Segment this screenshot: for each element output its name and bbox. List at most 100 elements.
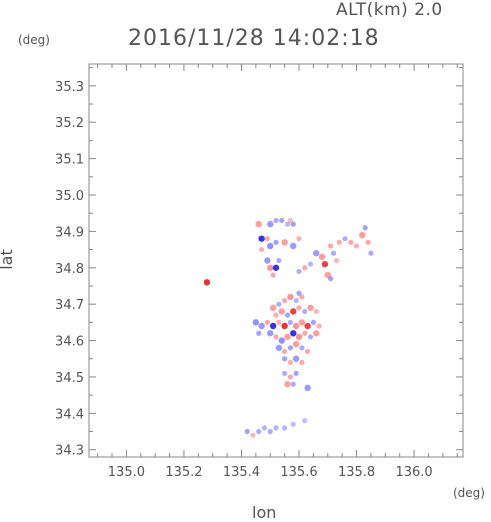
data-point — [316, 323, 322, 329]
plot-frame — [88, 63, 464, 458]
data-point — [287, 374, 293, 380]
data-point — [290, 421, 296, 427]
data-point — [287, 345, 293, 351]
data-point — [296, 305, 302, 311]
data-point — [299, 359, 305, 365]
data-point — [302, 308, 308, 315]
data-point — [276, 301, 282, 307]
data-point — [267, 220, 274, 228]
data-point — [267, 330, 274, 337]
data-point — [302, 418, 308, 424]
data-point — [276, 257, 282, 264]
data-point — [359, 231, 366, 239]
data-point — [269, 304, 277, 312]
data-point — [290, 381, 296, 387]
y-tick-label: 35.0 — [55, 189, 84, 204]
data-point — [281, 322, 288, 330]
data-point — [287, 217, 293, 224]
data-point — [203, 279, 211, 286]
data-point — [256, 330, 262, 336]
data-point — [282, 297, 288, 304]
data-point — [276, 319, 282, 325]
data-point — [328, 243, 334, 249]
y-tick-label: 34.7 — [55, 298, 84, 313]
data-point — [252, 319, 260, 326]
data-point — [275, 344, 283, 352]
x-tick-label: 135.0 — [108, 465, 145, 480]
data-point — [299, 294, 305, 300]
data-point — [270, 272, 276, 278]
y-tick-label: 34.5 — [55, 371, 84, 386]
y-axis-unit: (deg) — [18, 33, 50, 47]
data-point — [368, 250, 374, 256]
data-point — [304, 384, 311, 392]
data-point — [282, 356, 288, 362]
y-tick-label: 35.3 — [55, 80, 84, 95]
data-point — [292, 340, 300, 348]
data-point — [296, 290, 302, 296]
data-point — [290, 330, 297, 337]
data-point — [244, 428, 250, 435]
data-point — [279, 217, 285, 224]
data-point — [290, 242, 297, 250]
data-point — [307, 304, 314, 312]
axis-tick-labels: 135.0 135.2 135.4 135.6 135.8 136.0 34.3 34.4 34… — [55, 80, 433, 480]
data-point — [296, 268, 302, 275]
data-point — [292, 322, 300, 330]
data-point — [290, 221, 296, 227]
data-point — [273, 217, 279, 224]
data-point — [313, 250, 320, 257]
data-point — [282, 370, 288, 376]
data-point — [255, 220, 262, 228]
data-point — [256, 428, 262, 435]
data-point — [273, 312, 279, 318]
y-tick-label: 34.3 — [55, 444, 84, 459]
data-point — [261, 425, 268, 431]
data-point — [284, 221, 291, 227]
data-point — [269, 322, 277, 330]
y-tick-label: 35.2 — [55, 116, 84, 131]
data-point — [284, 333, 291, 341]
data-point — [258, 235, 265, 242]
data-point — [307, 334, 314, 340]
y-tick-label: 34.8 — [55, 262, 84, 277]
x-tick-label: 135.6 — [280, 465, 317, 480]
y-tick-label: 34.6 — [55, 335, 84, 350]
data-point — [293, 297, 299, 304]
data-point — [362, 225, 368, 231]
data-point — [272, 264, 280, 271]
data-point — [336, 239, 342, 245]
data-point — [313, 308, 319, 315]
data-point — [307, 261, 314, 267]
data-point — [348, 239, 354, 245]
data-point — [302, 265, 308, 271]
data-point — [264, 236, 270, 242]
x-tick-label: 135.4 — [223, 465, 260, 480]
data-point — [281, 239, 288, 246]
data-point — [267, 242, 274, 250]
data-point — [330, 250, 337, 256]
data-point — [278, 337, 285, 344]
data-point — [278, 308, 285, 315]
data-point — [259, 246, 265, 253]
data-point — [264, 319, 270, 325]
chart-title-timestamp: 2016/11/28 14:02:18 — [128, 26, 380, 51]
data-point — [299, 345, 305, 351]
altitude-label: ALT(km) 2.0 — [336, 0, 443, 20]
data-point — [328, 276, 334, 282]
data-point — [342, 236, 348, 242]
x-tick-label: 136.0 — [395, 465, 432, 480]
x-tick-label: 135.8 — [338, 465, 375, 480]
data-point — [292, 355, 300, 362]
x-axis-unit: (deg) — [453, 486, 485, 500]
data-point — [250, 432, 256, 438]
data-point — [318, 253, 326, 261]
data-point — [287, 359, 293, 365]
axis-ticks — [89, 64, 463, 457]
data-point — [273, 425, 279, 431]
data-point — [284, 381, 291, 388]
y-tick-label: 34.9 — [55, 225, 84, 240]
data-point — [365, 239, 371, 245]
data-point — [313, 330, 320, 337]
data-point — [282, 425, 288, 431]
